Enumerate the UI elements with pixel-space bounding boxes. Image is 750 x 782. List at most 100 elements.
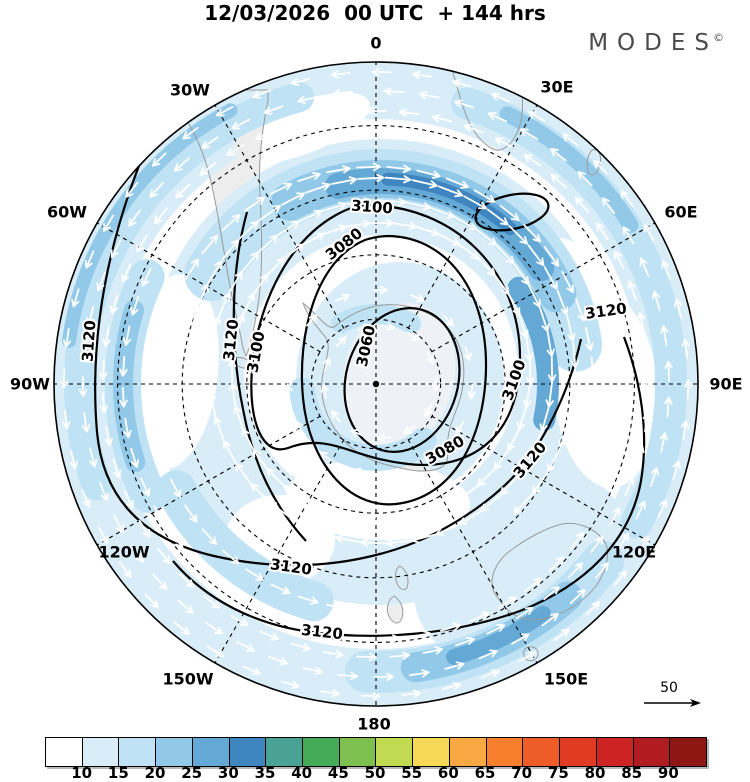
height-contour — [172, 336, 646, 637]
wind-arrow — [203, 595, 221, 609]
colorbar-cell — [632, 738, 670, 766]
wind-arrow — [442, 314, 454, 327]
longitude-label: 150E — [544, 670, 588, 689]
wind-arrow — [99, 392, 109, 414]
wind-arrow — [351, 107, 373, 116]
wind-arrow — [297, 595, 319, 605]
colorbar-cell — [338, 738, 376, 766]
wind-arrow — [372, 285, 388, 295]
wind-arrow — [497, 596, 517, 609]
wind-arrow — [222, 549, 240, 565]
reference-arrow-label: 50 — [660, 680, 678, 696]
wind-arrow — [170, 478, 182, 499]
colorbar-tick-label: 30 — [217, 764, 239, 782]
colorbar-tick-label: 15 — [107, 764, 129, 782]
wind-arrow — [593, 159, 608, 175]
wind-arrow — [306, 314, 318, 327]
wind-arrow — [473, 189, 496, 203]
wind-arrow — [410, 294, 425, 303]
wind-arrow — [486, 624, 506, 635]
wind-arrow — [295, 421, 305, 435]
wind-arrow — [184, 258, 199, 280]
wind-arrow — [681, 338, 690, 359]
colorbar-cell — [448, 738, 486, 766]
wind-arrow — [531, 472, 548, 495]
colorbar-cell — [669, 738, 706, 766]
longitude-label: 0 — [370, 34, 381, 53]
wind-arrow — [280, 680, 300, 689]
wind-arrow — [635, 500, 646, 520]
wind-arrow — [664, 360, 673, 382]
wind-arrow — [97, 526, 109, 545]
wind-arrow — [231, 118, 251, 130]
wind-arrow — [173, 621, 190, 635]
wind-arrow — [660, 325, 669, 346]
wind-arrow — [609, 507, 621, 526]
wind-arrow — [360, 691, 381, 701]
wind-arrow — [122, 325, 132, 346]
wind-arrow — [221, 239, 239, 261]
colorbar-tick-label: 10 — [71, 764, 93, 782]
wind-arrow — [130, 295, 140, 316]
wind-arrow — [119, 386, 128, 408]
wind-arrow — [398, 108, 420, 117]
wind-arrow — [290, 77, 311, 87]
wind-arrow — [184, 504, 198, 523]
wind-arrow — [389, 651, 411, 660]
wind-arrow — [499, 205, 520, 221]
wind-arrow — [595, 562, 610, 579]
wind-arrow — [244, 196, 266, 212]
colorbar-tick-label: 50 — [364, 764, 386, 782]
wind-arrow — [151, 152, 167, 167]
wind-arrow — [570, 341, 579, 369]
colorbar-cell — [485, 738, 523, 766]
wind-arrow — [642, 411, 651, 433]
wind-arrow — [391, 468, 407, 477]
wind-arrow — [59, 368, 69, 389]
wind-arrow — [69, 449, 79, 470]
wind-arrow — [437, 185, 464, 198]
wind-arrow — [643, 223, 655, 242]
wind-arrow — [524, 577, 542, 592]
wind-arrow — [467, 383, 476, 400]
wind-arrow — [523, 224, 541, 243]
colorbar-tick-label: 85 — [621, 764, 643, 782]
wind-arrow — [406, 331, 420, 342]
wind-arrow — [553, 628, 570, 642]
longitude-label: 120W — [98, 543, 149, 562]
colorbar-cell — [155, 738, 192, 766]
wind-arrow — [335, 336, 347, 348]
wind-arrow — [639, 257, 650, 277]
wind-arrow — [238, 220, 259, 240]
wind-arrow — [357, 173, 385, 183]
wind-arrow — [673, 298, 683, 319]
wind-arrow — [330, 410, 341, 423]
wind-arrow — [416, 169, 441, 179]
wind-arrow — [373, 672, 395, 681]
longitude-label: 90E — [709, 375, 742, 394]
wind-arrow — [431, 114, 453, 123]
wind-arrow — [62, 328, 72, 348]
wind-arrow — [215, 105, 234, 117]
modes-logo: MODES© — [588, 30, 724, 56]
wind-arrow — [140, 477, 151, 497]
wind-arrow — [561, 271, 574, 294]
wind-reference-key: 50 — [644, 680, 701, 707]
wind-arrow — [81, 489, 91, 508]
wind-arrow — [110, 239, 122, 259]
wind-arrow — [323, 650, 344, 659]
wind-arrow — [486, 208, 509, 226]
wind-arrow — [356, 162, 381, 172]
chart-title: 12/03/2026 00 UTC + 144 hrs — [204, 1, 546, 25]
wind-arrow — [583, 416, 592, 442]
longitude-label: 150W — [162, 670, 213, 689]
wind-arrow — [547, 448, 561, 473]
wind-arrow — [344, 219, 371, 229]
height-contour — [94, 115, 583, 567]
colorbar-cell — [559, 738, 596, 766]
colorbar-tick-label: 35 — [254, 764, 276, 782]
wind-arrow — [297, 95, 318, 104]
wind-arrow — [284, 383, 293, 400]
wind-arrow — [149, 181, 164, 198]
wind-arrow — [463, 346, 472, 362]
